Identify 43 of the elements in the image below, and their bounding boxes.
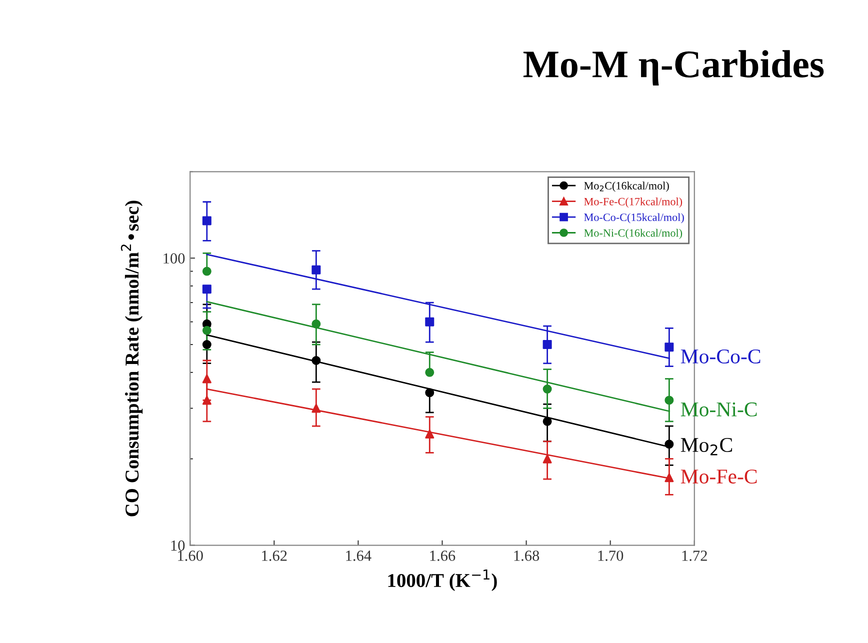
point [202, 326, 212, 335]
legend-label: Mo-Co-C(15kcal/mol) [584, 213, 684, 224]
y-tick-label: 10 [171, 540, 185, 551]
point [542, 454, 552, 464]
point [202, 284, 212, 294]
point [425, 317, 434, 326]
point [542, 384, 552, 394]
series-label: Mo-Ni-C [680, 402, 757, 416]
point [664, 396, 674, 405]
point [664, 473, 674, 482]
point [542, 416, 552, 426]
chart-title: Mo-M η-Carbides [523, 50, 824, 86]
point [202, 374, 212, 384]
x-tick-label: 1.70 [598, 550, 624, 561]
y-axis-title: CO Consumption Rate (nmol/m$^{2}$•sec) [120, 200, 143, 516]
point [425, 430, 434, 439]
legend-label: Mo-Fe-C(17kcal/mol) [584, 198, 682, 208]
point [202, 216, 212, 226]
point [312, 265, 321, 274]
series-label: Mo-Fe-C [680, 470, 757, 484]
point [425, 388, 434, 398]
x-tick-label: 1.66 [430, 550, 456, 561]
point [312, 404, 321, 413]
x-tick-label: 1.60 [178, 550, 203, 561]
x-axis-title: 1000/T (K$^{−1}$) [388, 570, 497, 592]
x-tick-label: 1.64 [346, 550, 372, 561]
point [664, 440, 674, 449]
series-label: Mo$_{2}$C [680, 438, 732, 456]
x-tick-label: 1.72 [682, 550, 707, 561]
y-tick-label: 100 [164, 253, 185, 264]
point [202, 396, 212, 405]
legend-label: Mo$_{2}$C(16kcal/mol) [584, 182, 669, 192]
point [664, 342, 674, 352]
point [312, 356, 321, 365]
legend-label: Mo-Ni-C(16kcal/mol) [584, 228, 682, 239]
point [312, 319, 321, 328]
x-tick-label: 1.62 [262, 550, 287, 561]
x-tick-label: 1.68 [514, 550, 540, 561]
point [425, 368, 434, 377]
series-label: Mo-Co-C [680, 349, 760, 364]
point [202, 266, 212, 276]
point [542, 340, 552, 350]
point [202, 340, 212, 350]
